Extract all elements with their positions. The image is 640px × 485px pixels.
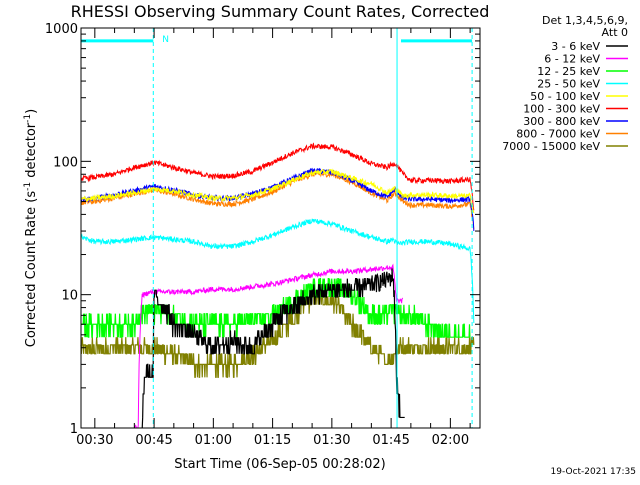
series-line-2 [81,277,471,338]
series-line-5 [80,142,475,211]
series-line-3 [80,218,475,324]
chart-title: RHESSI Observing Summary Count Rates, Co… [71,2,490,21]
series-line-1 [133,263,403,429]
generation-date: 19-Oct-2021 17:35 [551,467,636,477]
y-tick-label: 1000 [45,22,78,37]
y-axis-label-sup2: -1 [23,114,33,123]
legend-label-8: 7000 - 15000 keV [502,140,600,153]
axes: 1 10 100 1000 00:30 00:45 01:00 01:15 01:30 01:45… [45,22,481,448]
legend-header-line2: Att 0 [602,26,628,39]
night-marker-label: N [162,35,169,45]
x-tick-label: 01:00 [195,433,232,448]
legend-label-4: 50 - 100 keV [530,90,600,103]
legend-label-2: 12 - 25 keV [537,65,600,78]
y-axis-label-part2: detector [24,122,39,182]
series-line-0 [141,268,405,429]
y-tick-label: 100 [53,155,78,170]
legend-header-line1: Det 1,3,4,5,6,9, [542,14,628,27]
plot-frame [80,27,481,429]
y-axis-label-part1: Corrected Count Rate (s [24,191,39,348]
series-line-8 [80,289,475,378]
legend-label-7: 800 - 7000 keV [516,128,600,141]
x-tick-label: 01:15 [254,433,291,448]
x-tick-label: 00:45 [135,433,172,448]
y-axis-label-part3: ) [24,109,39,114]
y-axis-label: Corrected Count Rate (s-1 detector-1) [23,109,39,347]
x-tick-label: 02:00 [432,433,469,448]
legend-label-3: 25 - 50 keV [537,78,600,91]
x-tick-label: 01:30 [313,433,350,448]
series-line-6 [80,167,475,232]
y-tick-label: 1 [70,422,78,437]
legend-label-5: 100 - 300 keV [523,103,600,116]
legend-label-6: 300 - 800 keV [523,115,600,128]
x-tick-label: 01:45 [372,433,409,448]
legend-label-1: 6 - 12 keV [544,53,600,66]
legend-label-0: 3 - 6 keV [551,40,600,53]
x-axis-label: Start Time (06-Sep-05 00:28:02) [174,457,385,472]
y-tick-label: 10 [61,289,78,304]
series-line-4 [80,168,475,214]
y-axis-label-sup1: -1 [23,182,33,191]
x-tick-label: 00:30 [76,433,113,448]
plot-area: N [80,28,475,429]
